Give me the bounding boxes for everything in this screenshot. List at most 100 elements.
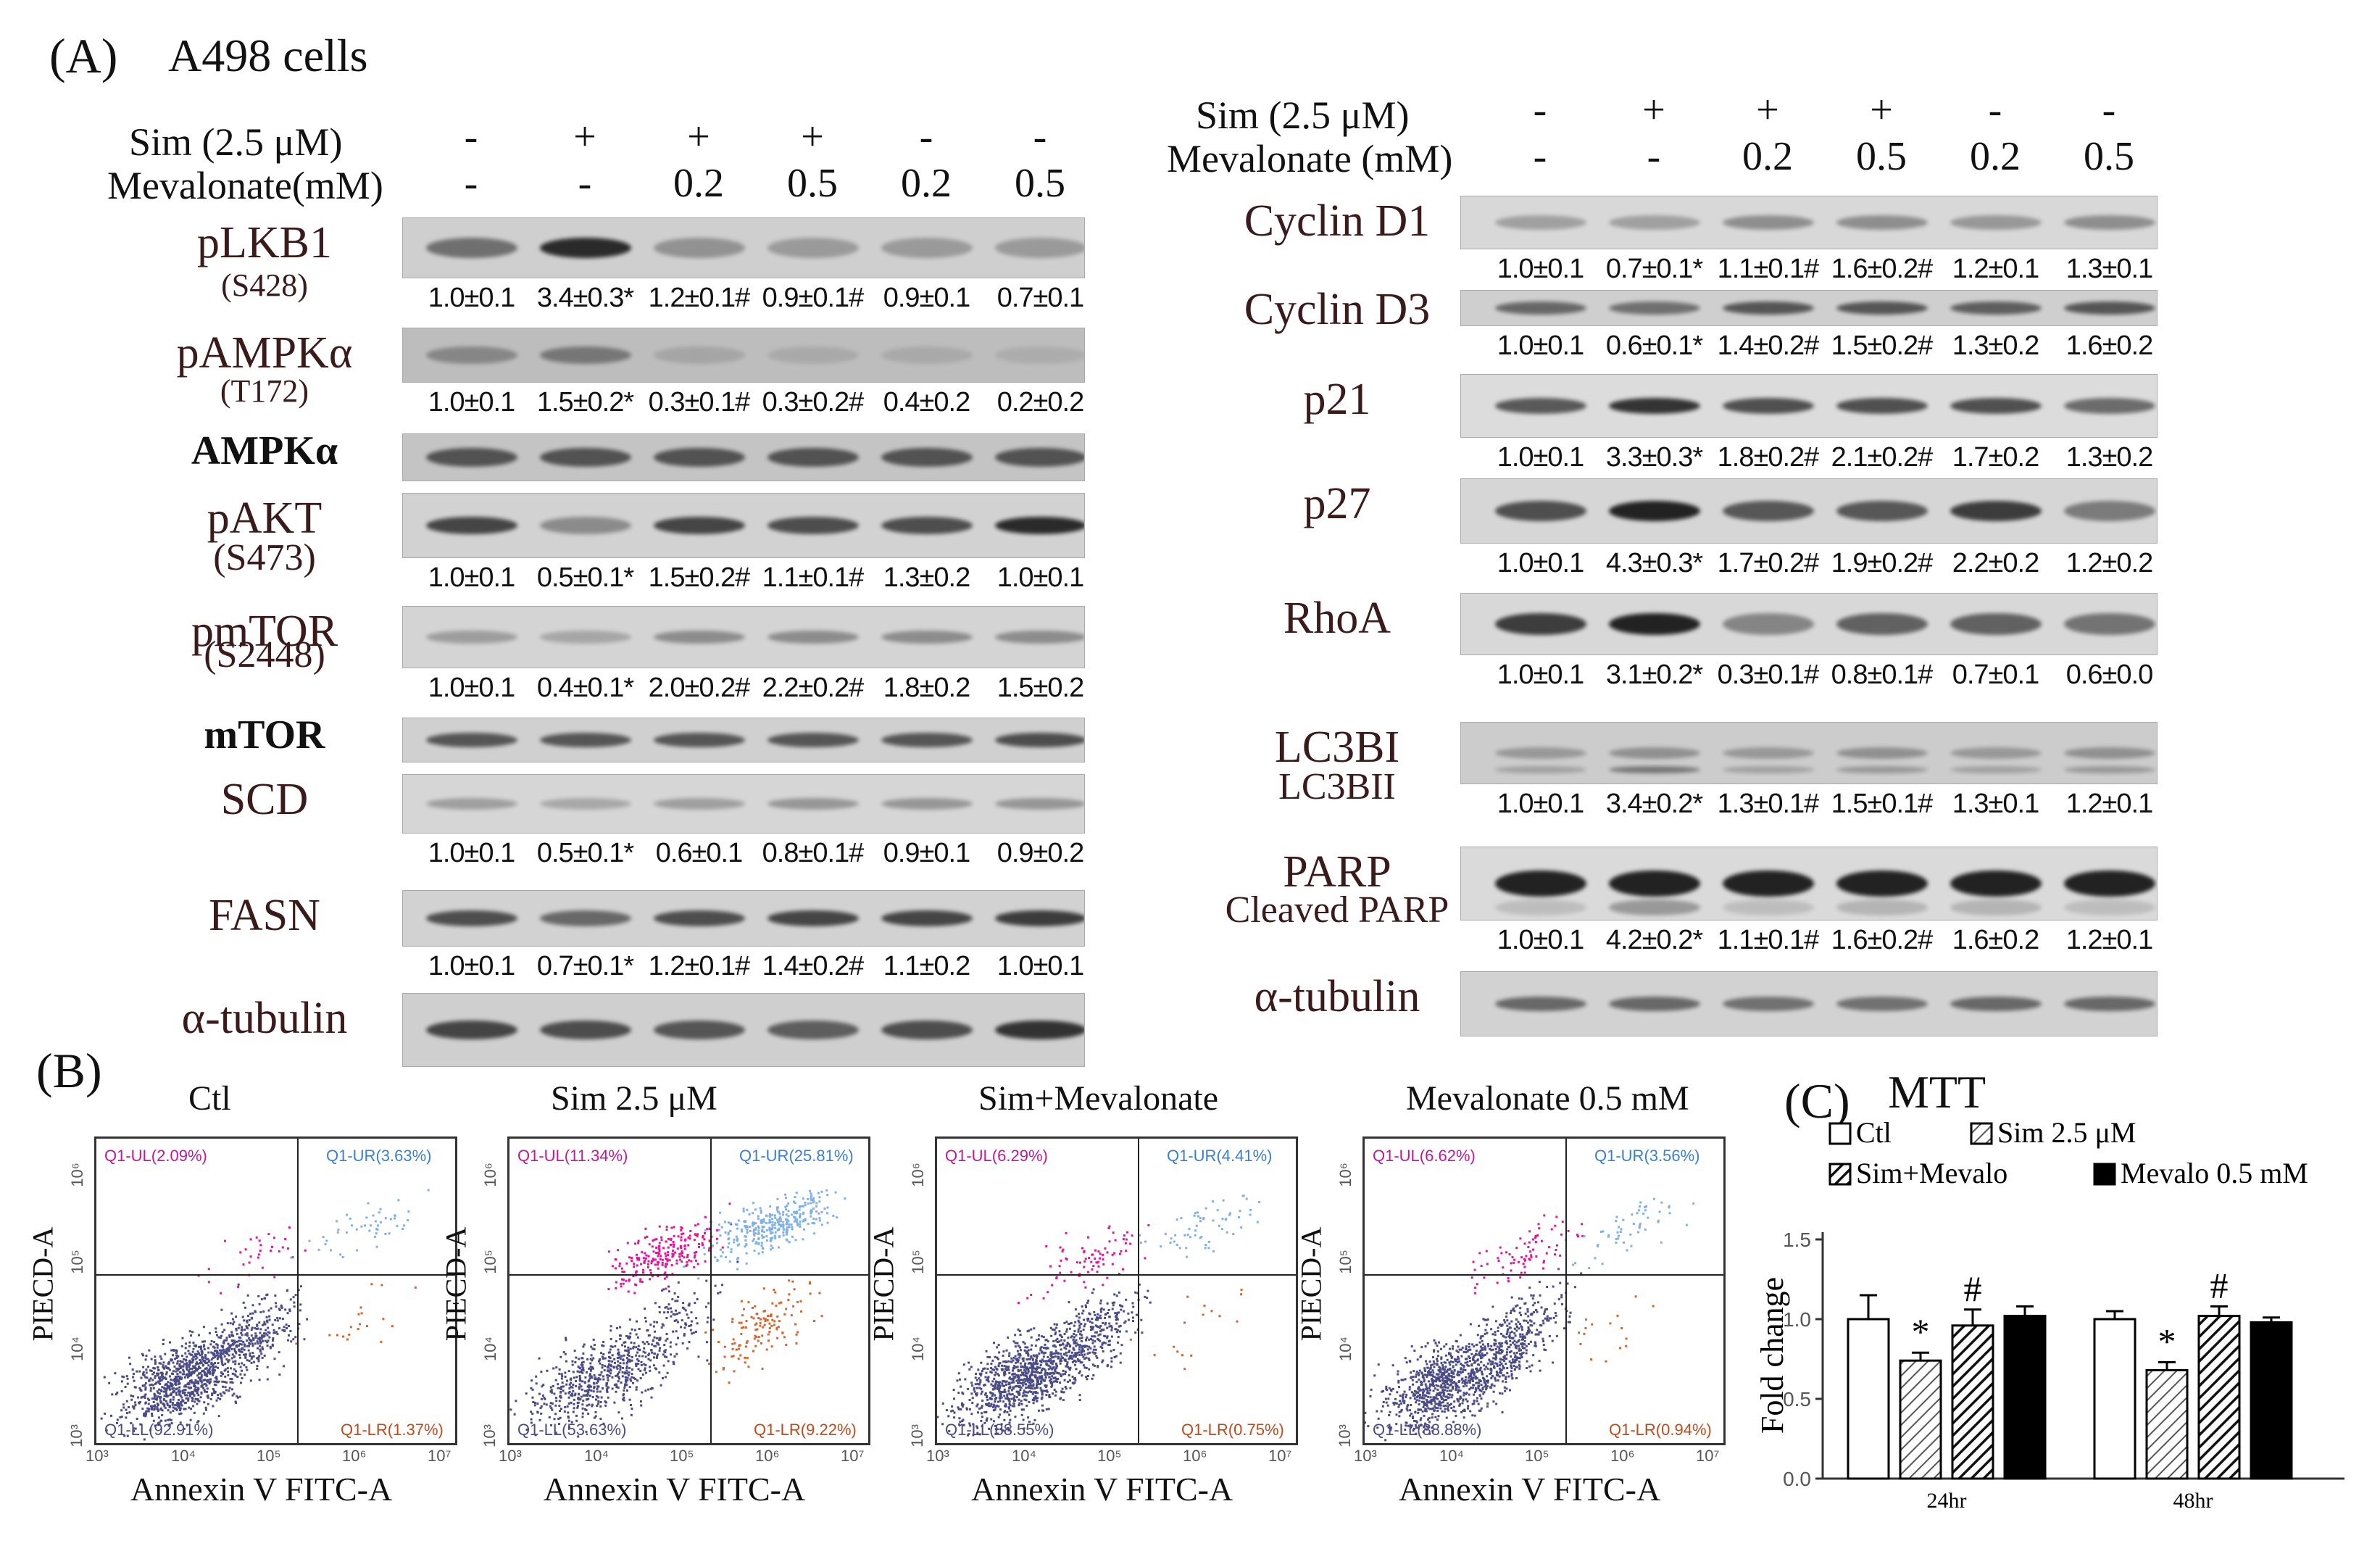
flow-event-dot xyxy=(141,1354,144,1357)
flow-event-dot xyxy=(945,1409,948,1412)
flow-event-dot xyxy=(162,1390,165,1393)
flow-event-dot xyxy=(568,1383,571,1386)
flow-event-dot xyxy=(1082,1355,1085,1358)
flow-event-dot xyxy=(236,1395,238,1397)
flow-event-dot xyxy=(204,1371,207,1374)
flow-event-dot xyxy=(1218,1224,1220,1227)
flow-event-dot xyxy=(761,1367,764,1370)
flow-event-dot xyxy=(961,1391,964,1394)
x-tick-label: 10⁵ xyxy=(670,1447,694,1465)
flow-event-dot xyxy=(394,1214,396,1217)
flow-event-dot xyxy=(818,1292,821,1294)
flow-event-dot xyxy=(675,1319,678,1322)
flow-event-dot xyxy=(1186,1234,1189,1237)
flow-event-dot xyxy=(144,1388,147,1391)
flow-event-dot xyxy=(168,1341,171,1344)
flow-event-dot xyxy=(627,1290,630,1293)
flow-event-dot xyxy=(1412,1429,1415,1432)
flow-event-dot xyxy=(990,1371,993,1374)
flow-event-dot xyxy=(1001,1382,1004,1385)
flow-event-dot xyxy=(711,1244,714,1247)
y-tick-label: 10⁵ xyxy=(67,1250,86,1274)
flow-event-dot xyxy=(242,1301,245,1304)
flow-event-dot xyxy=(1014,1355,1017,1358)
flow-event-dot xyxy=(981,1390,983,1393)
flow-event-dot xyxy=(152,1400,155,1403)
flow-event-dot xyxy=(220,1353,222,1356)
flow-event-dot xyxy=(136,1370,138,1373)
flow-event-dot xyxy=(690,1311,693,1314)
flow-event-dot xyxy=(999,1392,1002,1395)
flow-event-dot xyxy=(1456,1399,1459,1402)
flow-event-dot xyxy=(258,1338,261,1341)
flow-event-dot xyxy=(1104,1323,1107,1326)
flow-event-dot xyxy=(622,1282,625,1285)
flow-event-dot xyxy=(573,1398,575,1401)
flow-event-dot xyxy=(621,1366,624,1369)
blot-band xyxy=(1723,613,1814,635)
blot-label: pmTOR xyxy=(191,607,338,656)
flow-event-dot xyxy=(778,1218,781,1221)
flow-event-dot xyxy=(1127,1312,1130,1315)
flow-event-dot xyxy=(256,1324,259,1327)
flow-event-dot xyxy=(794,1218,797,1221)
flow-event-dot xyxy=(1056,1323,1059,1326)
flow-event-dot xyxy=(204,1408,207,1411)
flow-event-dot xyxy=(994,1432,997,1435)
flow-event-dot xyxy=(785,1218,788,1221)
flow-event-dot xyxy=(1033,1418,1036,1421)
flow-event-dot xyxy=(165,1383,168,1386)
flow-event-dot xyxy=(286,1327,288,1330)
blot-band-strip xyxy=(1460,478,2158,544)
flow-event-dot xyxy=(246,1334,249,1337)
flow-event-dot xyxy=(1395,1423,1398,1426)
flow-event-dot xyxy=(1004,1384,1007,1387)
flow-event-dot xyxy=(651,1275,654,1278)
flow-event-dot xyxy=(704,1331,707,1334)
flow-event-dot xyxy=(134,1427,137,1430)
flow-event-dot xyxy=(607,1351,610,1354)
flow-event-dot xyxy=(530,1387,533,1389)
flow-event-dot xyxy=(170,1382,173,1385)
flow-event-dot xyxy=(258,1302,261,1305)
blot-label: AMPKα xyxy=(191,428,338,473)
blot-sublabel: LC3BII xyxy=(1278,766,1396,807)
flow-event-dot xyxy=(744,1326,747,1329)
flow-event-dot xyxy=(1407,1404,1410,1407)
flow-event-dot xyxy=(1088,1345,1091,1348)
flow-event-dot xyxy=(635,1346,638,1349)
flow-event-dot xyxy=(572,1383,575,1386)
flow-event-dot xyxy=(1102,1284,1104,1287)
flow-event-dot xyxy=(1099,1345,1102,1348)
flow-event-dot xyxy=(1468,1393,1470,1396)
flow-event-dot xyxy=(1020,1400,1023,1402)
flow-event-dot xyxy=(636,1264,638,1267)
flow-event-dot xyxy=(974,1383,977,1386)
flow-event-dot xyxy=(169,1384,172,1387)
flow-event-dot xyxy=(1083,1358,1086,1360)
flow-event-dot xyxy=(1110,1357,1113,1360)
flow-event-dot xyxy=(251,1345,254,1347)
flow-event-dot xyxy=(262,1310,265,1313)
flow-event-dot xyxy=(766,1319,769,1322)
flow-event-dot xyxy=(221,1380,224,1383)
flow-event-dot xyxy=(810,1202,812,1205)
flow-event-dot xyxy=(145,1368,148,1371)
quantification-value: 1.1±0.1# xyxy=(1717,925,1820,955)
flow-event-dot xyxy=(243,1329,246,1331)
flow-event-dot xyxy=(215,1343,218,1346)
flow-event-dot xyxy=(162,1364,165,1367)
flow-event-dot xyxy=(170,1394,172,1397)
flow-event-dot xyxy=(260,1298,263,1301)
flow-event-dot xyxy=(558,1368,561,1371)
flow-event-dot xyxy=(202,1387,205,1389)
flow-event-dot xyxy=(996,1384,999,1387)
flow-event-dot xyxy=(1063,1339,1066,1342)
flow-event-dot xyxy=(1118,1330,1121,1333)
flow-event-dot xyxy=(199,1378,202,1381)
flow-event-dot xyxy=(1436,1402,1439,1405)
flow-event-dot xyxy=(351,1224,354,1227)
flow-event-dot xyxy=(635,1386,638,1389)
flow-event-dot xyxy=(171,1385,174,1388)
flow-event-dot xyxy=(1108,1225,1111,1228)
